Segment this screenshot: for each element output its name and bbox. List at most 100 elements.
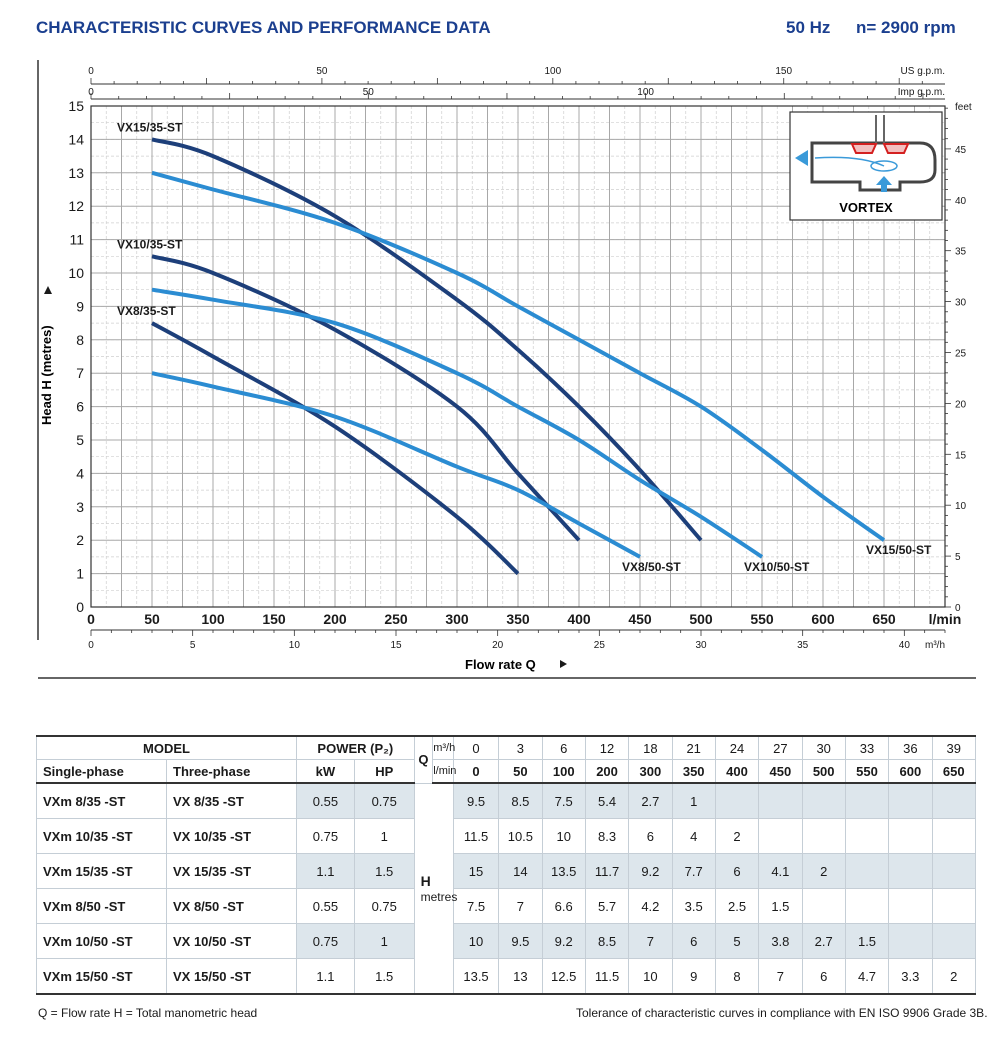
x-tick-label: 50 [144,611,160,627]
x-tick-label: 0 [87,611,95,627]
speed-label: n= 2900 rpm [856,18,956,37]
table-cell: 2.7 [801,923,846,959]
feet-tick-label: 30 [955,298,967,309]
table-cell: 10 [628,958,673,995]
m3h-tick-label: 40 [899,640,911,651]
m3h-cell: 30 [801,735,846,760]
table-cell: 15 [452,853,500,889]
table-cell [801,818,846,854]
series-label-vx15-35-st: VX15/35-ST [117,120,183,134]
table-cell: VXm 8/50 -ST [36,888,167,924]
table-cell [888,888,933,924]
y-tick-label: 8 [76,332,84,348]
table-cell: 0.55 [296,782,355,819]
m3h-cell: 36 [888,735,933,760]
three-phase-header: Three-phase [165,759,298,784]
table-cell: 1 [353,818,415,854]
table-cell: 9.5 [498,923,543,959]
x-tick-label: 250 [384,611,408,627]
feet-tick-label: 35 [955,247,967,258]
m3h-cell: 18 [628,735,673,760]
series [151,137,886,576]
table-body: VXm 8/35 -ST VX 8/35 -ST 0.55 0.75 H metres 9… [36,782,976,995]
x-tick-label: 600 [811,611,835,627]
table-cell: VX 10/50 -ST [165,923,298,959]
lmin-cell: 350 [671,759,716,784]
feet-tick-label: 10 [955,501,967,512]
series-label-vx8-35-st: VX8/35-ST [117,304,176,318]
table-cell: 3.5 [671,888,716,924]
table-cell: 8.5 [498,782,543,819]
table-cell: 1.5 [353,958,415,995]
table-cell: 0.75 [353,782,415,819]
lmin-cell: 500 [801,759,846,784]
table-cell: 9 [671,958,716,995]
series-line-vx15-35-st [151,137,703,542]
lmin-cell: 300 [628,759,673,784]
x-tick-label: 150 [262,611,286,627]
x-tick-label: 450 [628,611,652,627]
table-cell: 1.5 [353,853,415,889]
h-metres-label: H metres [413,782,457,995]
x-tick-label: 500 [689,611,713,627]
x-axis-arrow-icon [560,660,567,668]
hp-header: HP [353,759,415,784]
lmin-cell: 50 [498,759,543,784]
table-row: VXm 15/35 -ST VX 15/35 -ST 1.1 1.5 15 14 13.5 1… [36,853,976,889]
y-tick-label: 12 [68,198,84,214]
table-cell: 4.7 [844,958,890,995]
m3h-tick-label: 15 [390,640,402,651]
m3h-unit-label: m³/h [925,640,945,651]
imp-gpm-tick-label: 50 [363,87,375,98]
table-cell: 0.55 [296,888,355,924]
feet-tick-label: 15 [955,450,967,461]
table-cell: 4 [671,818,716,854]
table-cell: 0.75 [296,818,355,854]
feet-tick-label: 45 [955,145,967,156]
feet-tick-label: 20 [955,399,967,410]
table-cell: 2 [801,853,846,889]
us-gpm-tick-label: 50 [316,66,328,77]
table-cell: VXm 10/50 -ST [36,923,167,959]
table-cell: 6 [801,958,846,995]
y-tick-label: 2 [76,532,84,548]
table-cell: 7.7 [671,853,716,889]
table-cell: 7.5 [452,888,500,924]
table-cell: 13 [498,958,543,995]
lmin-cell: 0 [452,759,500,784]
table-row: VXm 10/50 -ST VX 10/50 -ST 0.75 1 10 9.5 9.2 8.… [36,923,976,959]
pump-housing-outline [810,141,937,192]
lmin-cell: 650 [931,759,976,784]
table-cell: VX 15/50 -ST [165,958,298,995]
series-label-vx10-35-st: VX10/35-ST [117,237,183,251]
lmin-cell: 450 [758,759,803,784]
table-cell [844,888,890,924]
table-row: VXm 8/50 -ST VX 8/50 -ST 0.55 0.75 7.5 7 6.6 5.… [36,888,976,924]
power-header: POWER (P₂) [296,735,415,760]
table-cell: 1 [671,782,716,819]
table-cell [888,782,933,819]
table-cell: 2.5 [714,888,760,924]
table-cell: 2 [931,958,976,995]
table-cell: 2.7 [628,782,673,819]
feet-unit-label: feet [955,102,972,113]
table-cell: 9.2 [541,923,586,959]
table-cell [844,818,890,854]
lmin-unit-label: l/min [432,759,456,784]
m3h-cell: 3 [498,735,543,760]
table-cell [844,853,890,889]
table-cell: 12.5 [541,958,586,995]
table-cell: VX 15/35 -ST [165,853,298,889]
table-cell: 1 [353,923,415,959]
h-unit: metres [420,890,458,904]
table-cell: 5 [714,923,760,959]
series-line-vx8-50-st [151,371,641,559]
impeller-right-icon [882,143,910,154]
table-cell [931,923,976,959]
imp-gpm-unit-label: Imp g.p.m. [898,87,945,98]
imp-gpm-tick-label: 0 [88,87,94,98]
series-line-vx8-35-st [151,321,520,576]
vortex-swirl-icon [870,160,898,172]
table-cell: 1.1 [296,958,355,995]
